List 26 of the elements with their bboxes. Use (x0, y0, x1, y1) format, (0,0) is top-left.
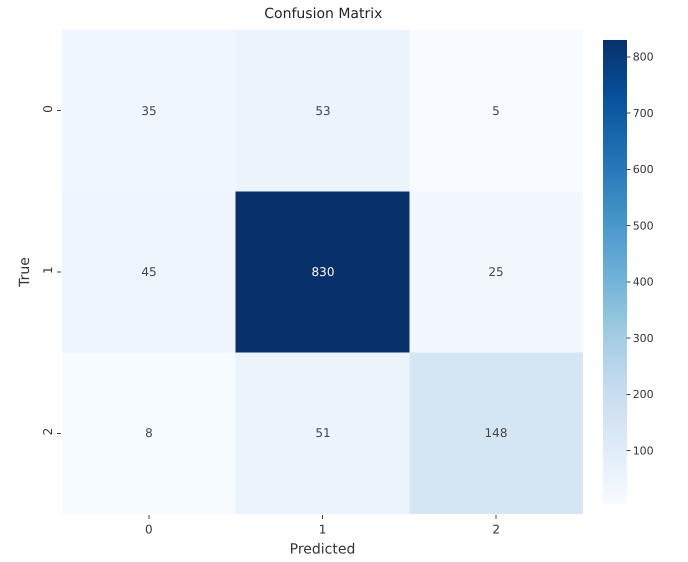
y-axis-title: True (16, 257, 33, 288)
chart-title: Confusion Matrix (264, 6, 382, 22)
data-label: 148 (484, 426, 508, 440)
x-axis-title: Predicted (290, 542, 356, 558)
color-bar-label: 600 (632, 163, 654, 176)
color-bar-label: 200 (632, 388, 654, 402)
color-bar-label: 500 (632, 219, 654, 232)
y-tick-label: 2 (41, 428, 56, 436)
color-bar-label: 700 (632, 106, 654, 120)
color-bar-label: 800 (632, 50, 654, 64)
x-tick-label: 2 (492, 522, 500, 536)
data-label: 45 (141, 265, 157, 280)
x-tick-label: 1 (318, 522, 326, 536)
data-label: 830 (312, 265, 334, 280)
x-tick-label: 0 (145, 522, 153, 536)
data-label: 25 (488, 265, 504, 280)
color-bar-label: 100 (632, 444, 654, 458)
y-tick-label: 1 (41, 266, 56, 274)
y-tick-label: 0 (41, 105, 56, 113)
color-bar-label: 300 (632, 332, 654, 345)
data-label: 35 (141, 104, 157, 118)
data-label: 8 (145, 426, 153, 440)
data-label: 5 (492, 104, 500, 118)
color-bar-label: 400 (632, 276, 654, 289)
data-label: 51 (315, 426, 331, 440)
data-label: 53 (315, 104, 331, 118)
